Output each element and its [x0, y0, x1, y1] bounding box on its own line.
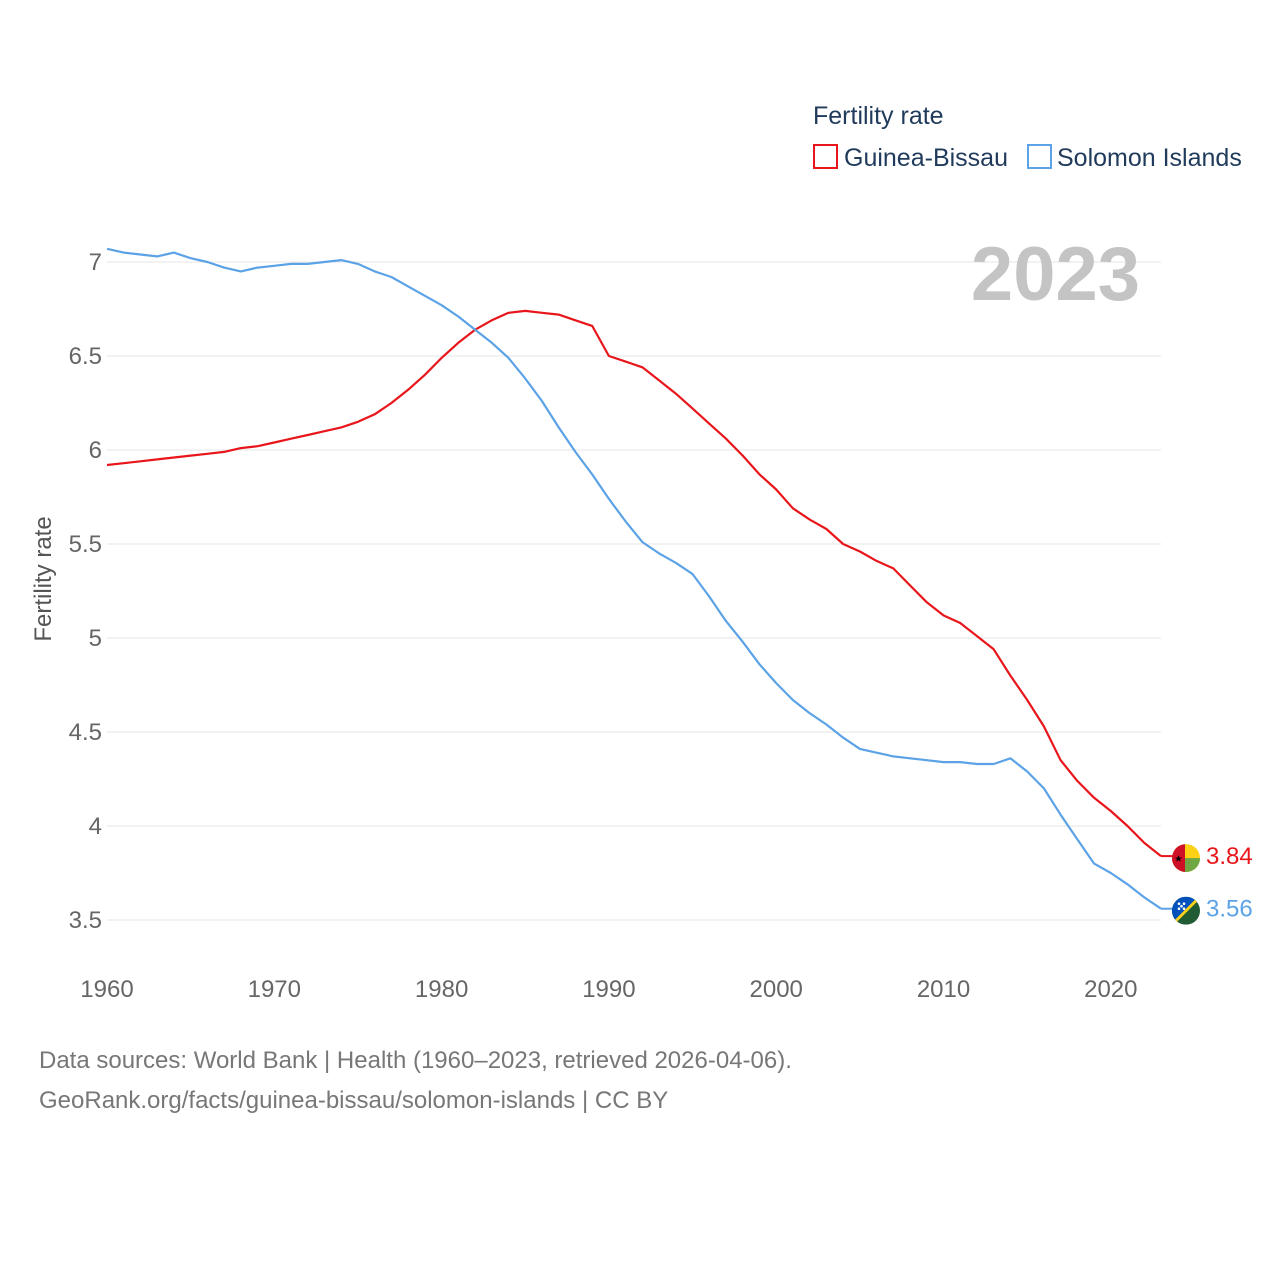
guinea-bissau-flag-icon [1172, 844, 1200, 873]
y-tick-label: 4.5 [69, 719, 102, 746]
legend-item-solomon-islands[interactable]: Solomon Islands [1027, 144, 1242, 172]
gridlines [107, 261, 1161, 921]
x-axis-ticks: 1960 1970 1980 1990 2000 2010 2020 [80, 976, 1137, 1003]
legend-swatch-guinea-bissau [813, 144, 838, 169]
y-tick-label: 4 [89, 813, 102, 840]
end-label-solomon-islands: 3.56 [1206, 896, 1253, 923]
y-axis-ticks: 3.5 4 4.5 5 5.5 6 6.5 7 [69, 249, 102, 934]
legend-label-solomon-islands: Solomon Islands [1057, 144, 1242, 172]
series-lines [106, 247, 1174, 910]
year-badge: 2023 [971, 232, 1140, 317]
x-tick-label: 1990 [582, 976, 635, 1003]
y-axis-title: Fertility rate [30, 516, 57, 641]
x-tick-label: 1980 [415, 976, 468, 1003]
y-tick-label: 5 [89, 625, 102, 652]
y-tick-label: 6.5 [69, 343, 102, 370]
x-tick-label: 2020 [1084, 976, 1137, 1003]
x-tick-label: 1970 [248, 976, 301, 1003]
x-tick-label: 1960 [80, 976, 133, 1003]
x-tick-label: 2010 [917, 976, 970, 1003]
source-line-2[interactable]: GeoRank.org/facts/guinea-bissau/solomon-… [39, 1087, 668, 1114]
legend-title: Fertility rate [813, 102, 944, 130]
end-label-guinea-bissau: 3.84 [1206, 843, 1253, 870]
legend-item-guinea-bissau[interactable]: Guinea-Bissau [813, 144, 1008, 172]
y-tick-label: 6 [89, 437, 102, 464]
x-tick-label: 2000 [750, 976, 803, 1003]
y-tick-label: 3.5 [69, 907, 102, 934]
legend-label-guinea-bissau: Guinea-Bissau [844, 144, 1008, 172]
end-markers: 3.84 3.56 [1172, 843, 1253, 925]
series-line-guinea-bissau[interactable] [106, 309, 1162, 857]
series-line-solomon-islands[interactable] [106, 247, 1162, 910]
source-line-1: Data sources: World Bank | Health (1960–… [39, 1047, 792, 1074]
y-tick-label: 7 [89, 249, 102, 276]
y-tick-label: 5.5 [69, 531, 102, 558]
solomon-islands-flag-icon [1172, 896, 1200, 925]
legend-swatch-solomon-islands [1027, 144, 1052, 169]
